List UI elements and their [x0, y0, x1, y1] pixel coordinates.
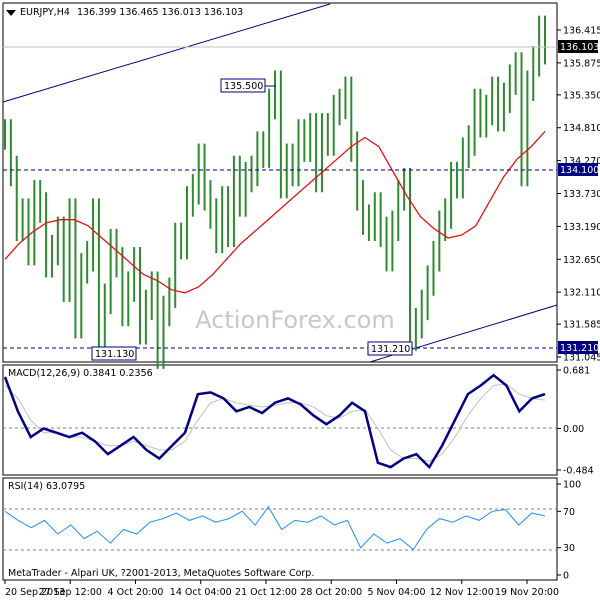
rsi-label: RSI(14) 63.0795	[8, 481, 85, 492]
rsi-series	[4, 505, 546, 551]
support-level-box	[558, 163, 598, 176]
price-tick-label: 135.350	[563, 90, 600, 101]
ohlc-label: 136.399 136.465 136.013 136.103	[77, 7, 243, 18]
symbol-label: EURJPY,H4	[20, 7, 70, 18]
time-tick-label: 5 Nov 04:00	[367, 587, 425, 598]
symbol-dropdown-icon[interactable]	[6, 10, 16, 16]
macd-series	[3, 373, 546, 470]
price-tick-label: 134.810	[563, 123, 600, 134]
moving-average-line	[4, 130, 546, 294]
price-tick-label: 133.190	[563, 222, 600, 233]
price-tick-label: 132.650	[563, 255, 600, 266]
time-tick-label: 14 Oct 04:00	[170, 587, 232, 598]
support-level-value: 134.100	[560, 165, 599, 176]
macd-tick-label: 0.00	[563, 424, 584, 435]
annotation-box-low1	[91, 346, 137, 361]
lower-level-value: 131.210	[560, 343, 599, 354]
price-series	[4, 15, 546, 369]
watermark: ActionForex.com	[195, 306, 395, 334]
last-price-value: 136.103	[560, 42, 599, 53]
annotation-low1: 131.130	[95, 349, 134, 360]
moving-average-series	[4, 130, 546, 294]
time-tick-label: 21 Oct 12:00	[235, 587, 297, 598]
annotation-low2: 131.210	[371, 344, 410, 355]
time-tick-label: 28 Oct 20:00	[300, 587, 362, 598]
macd-axis: 0.681 0.00 -0.484	[557, 366, 594, 477]
rsi-tick-label: 70	[563, 507, 575, 518]
time-tick-label: 4 Oct 20:00	[108, 587, 164, 598]
last-price-box	[558, 40, 598, 53]
lower-level-box	[558, 341, 598, 354]
rsi-axis: 100 70 30 0	[557, 480, 581, 582]
price-tick-label: 132.110	[563, 288, 600, 299]
rsi-tick-label: 30	[563, 543, 575, 554]
macd-main-line	[3, 373, 546, 470]
macd-panel-frame	[2, 364, 558, 476]
time-tick-label: 19 Nov 20:00	[495, 587, 559, 598]
rsi-line	[4, 505, 546, 551]
macd-label: MACD(12,26,9) 0.3841 0.2356	[8, 368, 153, 379]
annotation-box-low2	[367, 341, 413, 356]
price-tick-label: 134.270	[563, 156, 600, 167]
footer-copyright: MetaTrader - Alpari UK, ?2001-2013, Meta…	[8, 568, 314, 579]
time-tick-label: 27 Sep 12:00	[39, 587, 102, 598]
rsi-tick-label: 100	[563, 480, 581, 491]
upper-trend-line	[2, 3, 331, 103]
price-axis: 136.415 135.875 135.350 134.810 134.270 133.7…	[557, 26, 600, 364]
annotation-high: 135.500	[224, 81, 263, 92]
price-tick-label: 133.730	[563, 189, 600, 200]
price-tick-label: 131.585	[563, 320, 600, 331]
rsi-panel-frame	[2, 477, 558, 581]
macd-tick-label: -0.484	[563, 466, 594, 477]
time-tick-label: 12 Nov 12:00	[430, 587, 494, 598]
macd-tick-label: 0.681	[563, 366, 590, 377]
price-tick-label: 135.875	[563, 58, 600, 69]
time-tick-label: 20 Sep 2013	[5, 587, 65, 598]
rsi-tick-label: 0	[563, 571, 569, 582]
price-tick-label: 136.415	[563, 26, 600, 37]
price-tick-label: 131.045	[563, 353, 600, 364]
